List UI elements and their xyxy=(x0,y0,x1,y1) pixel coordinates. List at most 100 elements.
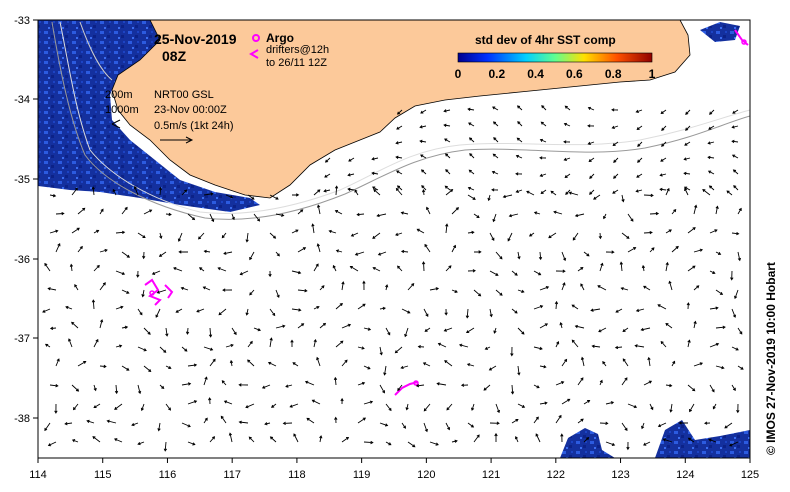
current-arrow xyxy=(306,417,315,424)
current-arrow xyxy=(483,384,491,391)
current-arrow xyxy=(708,185,715,191)
current-arrow xyxy=(395,187,403,196)
x-tick-label: 115 xyxy=(94,469,112,481)
current-arrow xyxy=(470,403,475,411)
current-arrow xyxy=(341,281,345,291)
current-arrow xyxy=(396,109,403,115)
current-arrow xyxy=(643,193,654,198)
current-arrow xyxy=(577,418,584,424)
current-arrow xyxy=(372,266,381,272)
y-tick-label: -33 xyxy=(14,15,30,27)
current-arrow xyxy=(221,380,227,386)
current-arrow xyxy=(495,403,501,414)
current-arrow xyxy=(736,403,740,414)
current-arrow xyxy=(605,401,615,405)
current-arrow xyxy=(181,382,192,386)
current-arrow xyxy=(297,209,304,215)
current-arrow xyxy=(643,285,651,291)
current-arrow xyxy=(540,189,547,195)
current-arrow xyxy=(137,384,142,395)
current-arrow xyxy=(245,308,249,316)
current-arrow xyxy=(203,249,211,254)
current-arrow xyxy=(598,327,607,333)
current-arrow xyxy=(54,403,58,414)
current-arrow xyxy=(636,173,643,178)
current-arrow xyxy=(249,289,255,296)
current-arrow xyxy=(377,251,387,256)
current-arrow xyxy=(291,308,302,312)
current-arrow xyxy=(396,185,403,191)
current-arrow xyxy=(539,365,547,369)
map-date: 25-Nov-2019 xyxy=(154,31,237,47)
current-arrow xyxy=(707,170,715,175)
current-arrow xyxy=(565,189,571,195)
current-arrow xyxy=(394,346,403,354)
current-arrow xyxy=(357,381,366,386)
x-tick-label: 121 xyxy=(482,469,500,481)
current-arrow xyxy=(535,433,541,443)
current-arrow xyxy=(626,441,630,451)
current-arrow xyxy=(223,251,233,255)
current-arrow xyxy=(202,286,211,291)
current-arrow xyxy=(93,264,100,272)
current-arrow xyxy=(643,380,653,386)
current-arrow xyxy=(641,422,645,430)
current-arrow xyxy=(712,403,717,410)
sst-coverage-west xyxy=(38,20,260,212)
current-arrow xyxy=(379,384,385,394)
current-arrow xyxy=(495,289,503,296)
x-tick-label: 123 xyxy=(611,469,629,481)
colorbar-tick-label: 1 xyxy=(649,67,656,81)
current-arrow xyxy=(217,267,227,272)
current-arrow xyxy=(218,308,227,316)
current-arrow xyxy=(159,232,163,240)
current-arrow xyxy=(363,327,372,331)
current-arrow xyxy=(508,213,519,218)
current-arrow xyxy=(444,185,451,191)
current-arrow xyxy=(451,439,458,443)
current-arrow xyxy=(357,303,366,310)
current-arrow xyxy=(591,344,601,348)
current-arrow xyxy=(574,213,585,218)
current-arrow xyxy=(115,270,126,276)
isobath-1000-label: 1000m xyxy=(105,104,139,116)
current-arrow xyxy=(726,190,733,196)
x-tick-label: 119 xyxy=(353,469,371,481)
current-arrow xyxy=(173,266,183,272)
current-arrow xyxy=(354,189,359,196)
current-arrow xyxy=(313,189,321,196)
current-arrow xyxy=(693,320,697,329)
current-arrow xyxy=(445,169,451,175)
current-arrow xyxy=(77,207,86,215)
current-arrow xyxy=(511,418,519,424)
current-arrow xyxy=(668,280,673,291)
current-arrow xyxy=(731,139,739,144)
current-arrow xyxy=(466,363,475,367)
scale-label: 0.5m/s (1kt 24h) xyxy=(154,120,233,132)
current-arrow xyxy=(612,141,619,147)
current-arrow xyxy=(49,193,57,198)
current-arrow xyxy=(660,157,667,162)
current-arrow xyxy=(362,280,366,291)
current-arrow xyxy=(245,232,249,243)
current-arrow xyxy=(316,243,321,253)
current-arrow xyxy=(264,422,271,426)
colorbar-tick-label: 0.2 xyxy=(488,67,505,81)
current-arrow xyxy=(319,285,325,291)
current-arrow xyxy=(165,212,172,217)
current-arrow xyxy=(458,343,469,348)
current-arrow xyxy=(671,208,677,215)
current-arrow xyxy=(373,189,381,196)
current-arrow xyxy=(657,422,667,428)
current-arrow xyxy=(515,154,523,159)
argo-legend-icon xyxy=(252,34,260,42)
current-arrow xyxy=(47,441,57,447)
current-arrow xyxy=(379,346,383,356)
current-arrow xyxy=(732,109,739,114)
current-arrow xyxy=(526,190,535,196)
y-axis: -33 -34 -35 -36 -37 -38 xyxy=(14,15,38,425)
current-arrow xyxy=(465,327,475,334)
current-arrow xyxy=(561,282,566,291)
current-arrow xyxy=(661,125,667,131)
x-tick-label: 116 xyxy=(159,469,177,481)
